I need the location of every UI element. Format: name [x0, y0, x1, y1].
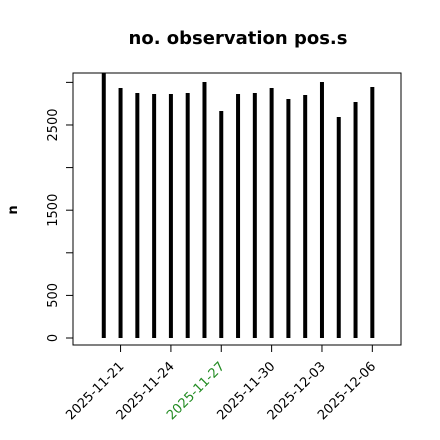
y-tick-label: 1500 [46, 194, 61, 227]
y-tick-label: 0 [46, 334, 61, 342]
y-tick-label: 2500 [46, 108, 61, 141]
y-axis-label: n [6, 205, 21, 214]
y-tick-label: 500 [46, 283, 61, 308]
chart-title: no. observation pos.s [129, 28, 348, 49]
plot-box [72, 72, 402, 346]
